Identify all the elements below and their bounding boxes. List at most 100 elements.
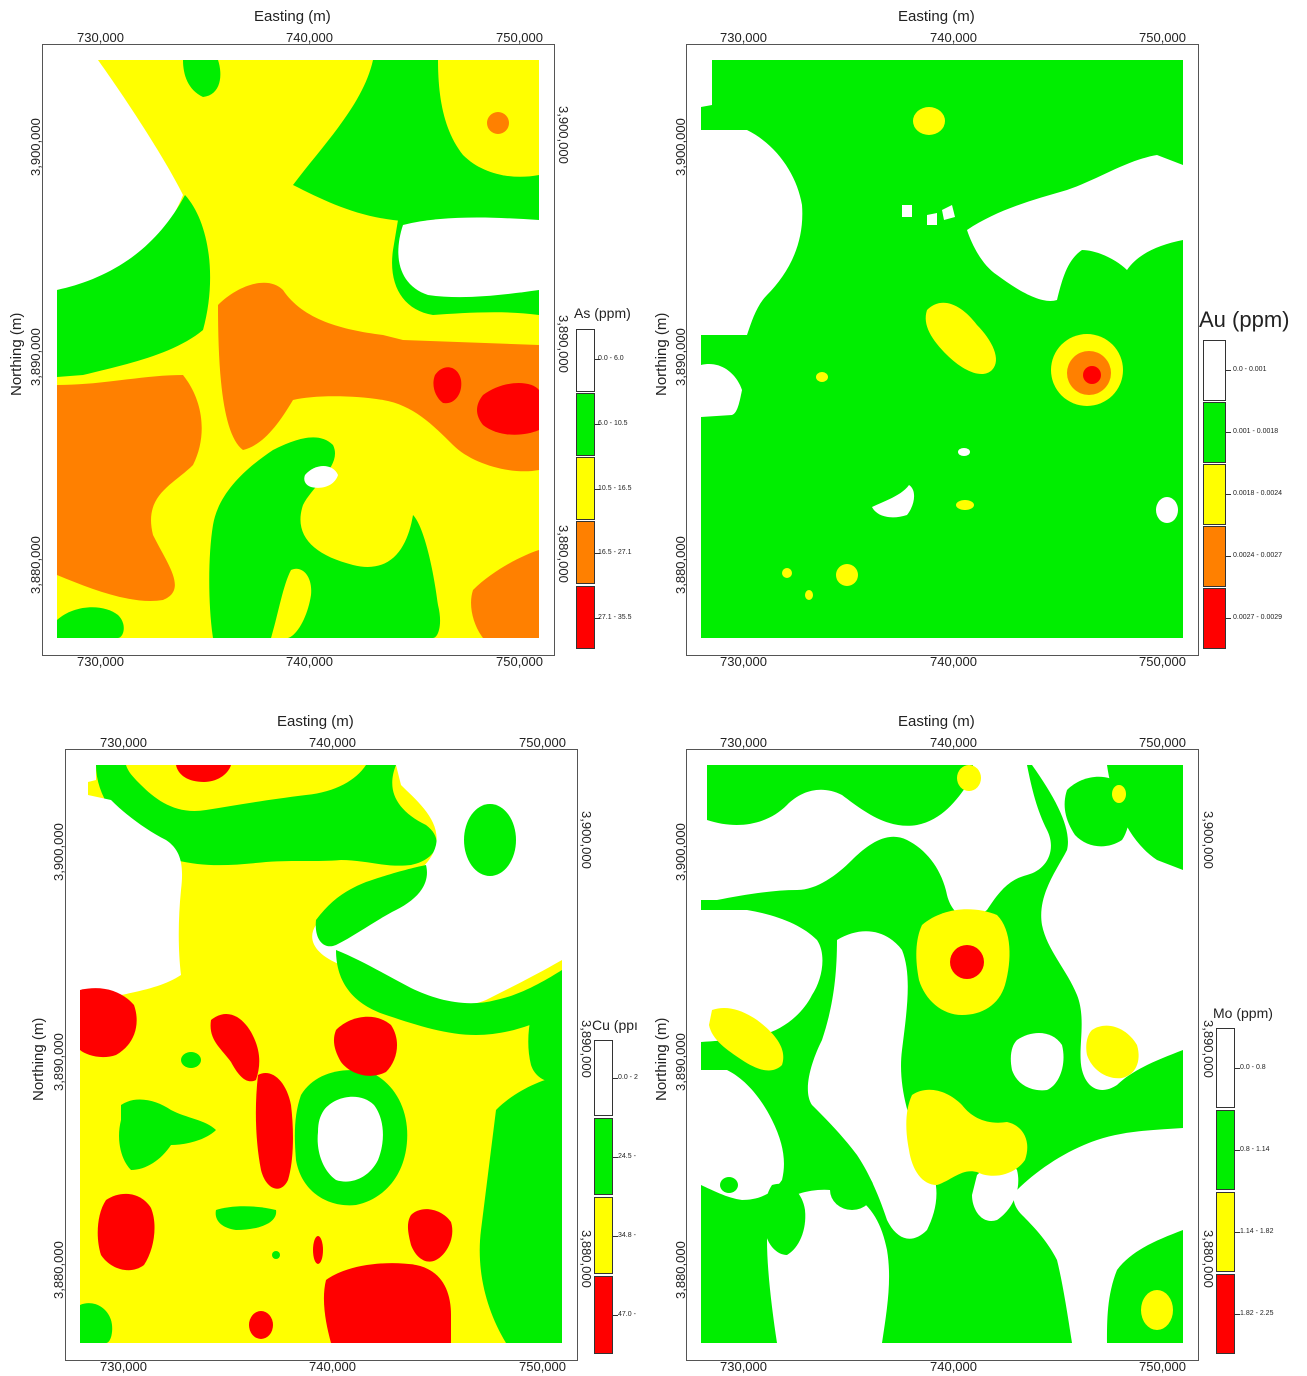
legend-label: 0.8 - 1.14 (1240, 1146, 1270, 1153)
legend-tick (595, 618, 600, 619)
x-tick-top: 740,000 (309, 735, 356, 750)
x-axis-title-top: Easting (m) (898, 713, 975, 730)
legend-tick (613, 1078, 618, 1079)
x-tick-bottom: 730,000 (720, 654, 767, 669)
y-tick-left: 3,890,000 (28, 328, 43, 386)
x-tick-top: 750,000 (1139, 30, 1186, 45)
y-tick-left: 3,880,000 (673, 536, 688, 594)
x-axis-title-top: Easting (m) (277, 713, 354, 730)
legend-swatch (1203, 464, 1226, 525)
map-panel-as: Easting (m) 730,000 740,000 750,000 (0, 0, 650, 690)
y-axis-title: Northing (m) (8, 312, 25, 396)
y-tick-left: 3,890,000 (51, 1033, 66, 1091)
legend-tick (1235, 1150, 1240, 1151)
legend-tick (1226, 556, 1231, 557)
legend-label: 0.0 - 0.001 (1233, 366, 1267, 373)
y-tick-left: 3,880,000 (28, 536, 43, 594)
y-tick-left: 3,900,000 (673, 823, 688, 881)
legend-label: 0.0024 - 0.0027 (1233, 552, 1283, 559)
legend-swatch (1216, 1028, 1235, 1108)
x-tick-bottom: 750,000 (1139, 1359, 1186, 1374)
x-tick-bottom: 730,000 (100, 1359, 147, 1374)
x-tick-top: 740,000 (930, 735, 977, 750)
legend-tick (595, 359, 600, 360)
contour-map-as (57, 60, 539, 638)
legend-swatch (576, 329, 595, 392)
map-panel-cu: Easting (m) 730,000 740,000 750,000 (0, 705, 650, 1376)
x-tick-top: 730,000 (77, 30, 124, 45)
map-frame (686, 749, 1199, 1361)
legend-swatch (594, 1040, 613, 1116)
legend-swatch (594, 1197, 613, 1274)
y-tick-left: 3,880,000 (673, 1241, 688, 1299)
x-tick-bottom: 740,000 (286, 654, 333, 669)
x-tick-bottom: 740,000 (930, 1359, 977, 1374)
y-tick-left: 3,900,000 (673, 118, 688, 176)
y-tick-right: 3,900,000 (579, 811, 594, 869)
x-axis-title-top: Easting (m) (254, 8, 331, 25)
legend-label: 0.0027 - 0.0029 (1233, 614, 1283, 621)
y-axis-title: Northing (m) (30, 1017, 47, 1101)
y-tick-left: 3,890,000 (673, 1033, 688, 1091)
legend-label: 1.14 - 1.82 (1240, 1228, 1274, 1235)
legend-swatch (1203, 526, 1226, 587)
x-tick-bottom: 740,000 (309, 1359, 356, 1374)
y-tick-left: 3,890,000 (673, 328, 688, 386)
legend: Au (ppm) 0.0 - 0.001 0.001 - 0.0018 0.00… (1198, 305, 1306, 655)
legend-swatch (1203, 588, 1226, 649)
x-tick-top: 730,000 (720, 735, 767, 750)
contour-map-au (701, 60, 1183, 638)
map-frame (42, 44, 555, 656)
legend-tick (1226, 370, 1231, 371)
legend-label: 6.0 - 10.5 (598, 420, 628, 427)
legend-label: 27.1 - 35.5 (598, 614, 632, 621)
legend-title: Mo (ppm) (1213, 1005, 1273, 1021)
x-tick-bottom: 750,000 (496, 654, 543, 669)
x-tick-top: 750,000 (519, 735, 566, 750)
y-tick-left: 3,900,000 (28, 118, 43, 176)
legend-swatch (1216, 1110, 1235, 1190)
legend-tick (613, 1236, 618, 1237)
x-tick-bottom: 740,000 (930, 654, 977, 669)
x-tick-bottom: 730,000 (77, 654, 124, 669)
legend: Mo (ppm) 0.0 - 0.8 0.8 - 1.14 1.14 - 1.8… (1210, 1005, 1305, 1357)
legend: Cu (ppı 0.0 - 2 24.5 - 34.8 - 47.0 - (590, 1017, 650, 1357)
contour-map-mo (701, 765, 1183, 1343)
legend-tick (1226, 432, 1231, 433)
x-tick-bottom: 750,000 (1139, 654, 1186, 669)
legend-tick (1226, 618, 1231, 619)
y-tick-right: 3,890,000 (556, 315, 571, 373)
legend-tick (595, 424, 600, 425)
y-tick-right: 3,900,000 (556, 106, 571, 164)
x-tick-bottom: 730,000 (720, 1359, 767, 1374)
legend-label: 0.001 - 0.0018 (1233, 428, 1279, 435)
legend: As (ppm) 0.0 - 6.0 6.0 - 10.5 10.5 - 16.… (573, 305, 651, 655)
map-frame (65, 749, 578, 1361)
x-tick-top: 750,000 (496, 30, 543, 45)
legend-label: 10.5 - 16.5 (598, 485, 632, 492)
y-axis-title: Northing (m) (653, 1017, 670, 1101)
legend-tick (595, 489, 600, 490)
map-frame (686, 44, 1199, 656)
legend-label: 47.0 - (618, 1311, 636, 1318)
legend-swatch (594, 1276, 613, 1354)
legend-label: 0.0 - 2 (618, 1074, 638, 1081)
x-tick-bottom: 750,000 (519, 1359, 566, 1374)
legend-label: 1.82 - 2.25 (1240, 1310, 1274, 1317)
x-tick-top: 750,000 (1139, 735, 1186, 750)
legend-swatch (594, 1118, 613, 1195)
map-panel-mo: Easting (m) 730,000 740,000 750,000 (645, 705, 1307, 1376)
y-tick-right: 3,900,000 (1201, 811, 1216, 869)
x-tick-top: 730,000 (720, 30, 767, 45)
legend-swatch (1203, 340, 1226, 401)
legend-swatch (1216, 1192, 1235, 1272)
legend-tick (595, 553, 600, 554)
x-axis-title-top: Easting (m) (898, 8, 975, 25)
legend-swatch (576, 457, 595, 520)
x-tick-top: 730,000 (100, 735, 147, 750)
y-axis-title: Northing (m) (653, 312, 670, 396)
legend-label: 0.0 - 6.0 (598, 355, 624, 362)
legend-swatch (576, 586, 595, 649)
contour-map-cu (80, 765, 562, 1343)
legend-tick (1235, 1314, 1240, 1315)
